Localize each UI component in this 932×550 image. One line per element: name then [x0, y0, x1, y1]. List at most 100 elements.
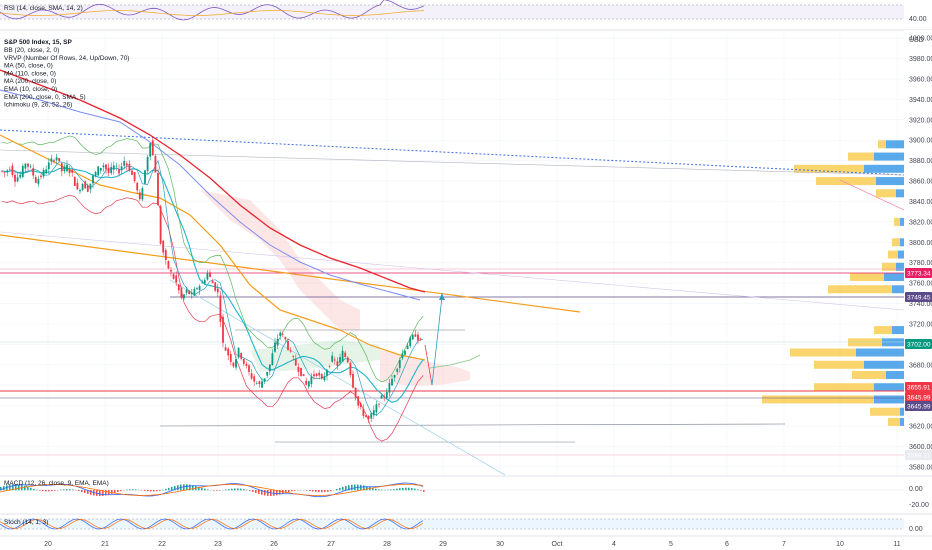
rsi-pane: RSI (14, close, SMA, 14, 2) 40.00: [0, 0, 932, 31]
macd-histogram-bar: [39, 490, 41, 491]
candle: [242, 358, 245, 366]
macd-histogram-bar: [30, 487, 32, 491]
stoch-pane: Stoch (14, 1, 3) 0.00: [0, 513, 932, 533]
macd-histogram-bar: [318, 490, 320, 493]
time-tick-label: Oct: [552, 541, 563, 548]
macd-histogram-bar: [171, 486, 173, 491]
candle: [149, 142, 152, 161]
macd-histogram-bar: [42, 490, 44, 492]
macd-histogram-bar: [387, 489, 389, 491]
macd-histogram-bar: [51, 490, 53, 492]
candle: [328, 364, 331, 369]
macd-histogram-bar: [417, 489, 419, 491]
candle: [406, 342, 409, 350]
price-tick-label: 3840.00: [909, 199, 932, 206]
macd-histogram-bar: [153, 490, 155, 492]
price-tick-label: 3600.00: [909, 444, 932, 451]
time-axis[interactable]: 20 21 22 23 26 27 28 29 30 Oct 4 5 6 7 10 11: [0, 535, 932, 548]
rsi-line: [0, 0, 425, 21]
volume-profile-row: [790, 348, 904, 357]
price-tick-label: 3960.00: [909, 76, 932, 83]
macd-histogram-bar: [141, 490, 143, 491]
candle: [183, 293, 185, 301]
volume-profile-row: [878, 140, 904, 149]
candle: [216, 283, 219, 297]
price-pane[interactable]: S&P 500 Index, 15, SP BB (20, close, 2, …: [0, 30, 932, 476]
candle: [383, 393, 386, 402]
candle: [198, 284, 201, 295]
candle: [125, 161, 128, 171]
lavender-trendline: [0, 231, 905, 311]
macd-histogram-bar: [423, 490, 425, 492]
candle: [175, 271, 178, 287]
candle: [76, 178, 79, 190]
macd-histogram-bar: [99, 490, 101, 497]
indicator-legend-item[interactable]: VRVP (Number Of Rows, 24, Up/Down, 70): [4, 55, 129, 62]
macd-histogram-bar: [84, 490, 86, 493]
indicator-legend-item[interactable]: MA (110, close, 0): [4, 70, 56, 77]
candle: [289, 347, 292, 353]
macd-label: MACD (12, 26, close, 9, EMA, EMA): [4, 480, 109, 487]
candle: [318, 369, 321, 380]
macd-histogram-bar: [366, 486, 368, 491]
candle: [27, 163, 29, 172]
candle: [40, 173, 42, 180]
indicator-legend-item[interactable]: EMA (10, close, 0): [4, 86, 57, 93]
macd-histogram-bar: [312, 490, 314, 492]
candle: [92, 173, 94, 189]
volume-profile-row: [876, 189, 904, 198]
indicator-legend-item[interactable]: EMA (200, close, 0, SMA, 5): [4, 94, 86, 101]
macd-tick-1: -20.00: [909, 502, 929, 509]
candle: [8, 166, 11, 171]
horizontal-levels: [0, 268, 904, 456]
candle: [354, 387, 357, 401]
candle: [133, 171, 136, 183]
candle: [42, 167, 45, 179]
candle: [336, 357, 339, 370]
arrow-head-icon: [439, 293, 445, 300]
macd-histogram-bar: [276, 490, 278, 496]
indicator-legend-item[interactable]: MA (50, close, 0): [4, 63, 53, 70]
candle: [86, 183, 89, 193]
price-tick-label: 3800.00: [909, 240, 932, 247]
stoch-axis-value: 0.00: [909, 526, 923, 533]
ichimoku-cloud-red-future: [380, 350, 470, 386]
price-tick-label: 3620.00: [909, 424, 932, 431]
macd-histogram-bar: [87, 490, 89, 494]
macd-histogram-bar: [159, 490, 161, 491]
candle: [112, 161, 115, 175]
candle: [3, 171, 6, 178]
macd-histogram-bar: [237, 488, 239, 491]
candle: [261, 377, 263, 388]
candle: [357, 396, 360, 409]
indicator-legend-item[interactable]: Ichimoku (9, 26, 52, 26): [4, 102, 72, 109]
macd-histogram-bar: [9, 484, 11, 491]
macd-histogram-bar: [402, 487, 404, 491]
currency-label: USD: [909, 37, 924, 44]
candle: [411, 333, 414, 341]
candle: [307, 380, 310, 390]
candle: [164, 248, 167, 265]
candle: [349, 361, 352, 378]
indicator-legend-item[interactable]: BB (20, close, 2, 0): [4, 47, 59, 54]
trend-lines: [0, 129, 905, 476]
candle: [151, 135, 154, 156]
candle: [323, 372, 326, 382]
price-badge: 3655.91: [905, 382, 932, 392]
indicator-legend-item[interactable]: MA (200, close, 0): [4, 78, 56, 85]
candle: [131, 169, 133, 175]
time-tick-label: 21: [101, 541, 109, 548]
macd-histogram-bar: [201, 487, 203, 491]
candle: [266, 371, 269, 379]
candle: [1, 170, 3, 173]
time-tick-label: 7: [782, 541, 786, 548]
macd-histogram-bar: [243, 489, 245, 491]
candle: [50, 154, 53, 165]
candle: [29, 164, 32, 169]
candle: [315, 373, 318, 378]
macd-histogram-bar: [291, 490, 293, 492]
candle: [63, 163, 66, 174]
candle: [409, 335, 412, 349]
candle: [287, 338, 289, 352]
